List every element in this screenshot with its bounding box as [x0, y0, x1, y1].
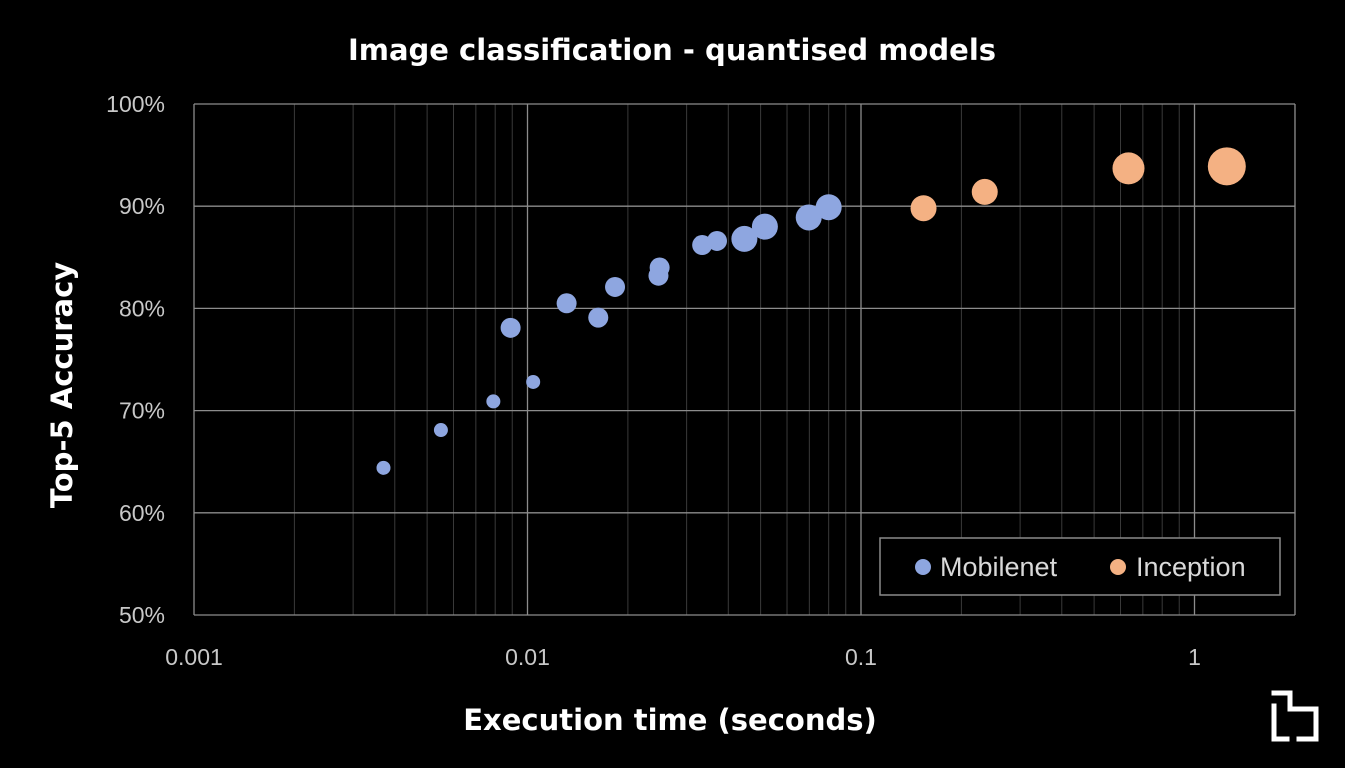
data-point-mobilenet	[526, 374, 541, 389]
data-point-mobilenet	[588, 307, 609, 328]
data-point-mobilenet	[486, 394, 501, 409]
legend-marker-inception	[1110, 559, 1126, 575]
x-tick-label: 0.001	[165, 644, 223, 670]
chart-title: Image classification - quantised models	[348, 33, 996, 67]
y-tick-label: 50%	[119, 602, 165, 628]
grid-lines	[193, 103, 1296, 616]
y-axis-ticks: 50% 60% 70% 80% 90% 100%	[106, 91, 165, 628]
legend-marker-mobilenet	[915, 559, 931, 575]
y-tick-label: 70%	[119, 398, 165, 424]
x-tick-label: 0.01	[505, 644, 550, 670]
data-point-mobilenet	[731, 225, 758, 252]
legend-label-inception: Inception	[1136, 552, 1246, 582]
x-axis-ticks: 0.001 0.01 0.1 1	[165, 644, 1201, 670]
y-tick-label: 100%	[106, 91, 165, 117]
legend-label-mobilenet: Mobilenet	[940, 552, 1058, 582]
data-point-inception	[1207, 147, 1246, 186]
x-tick-label: 1	[1188, 644, 1201, 670]
data-point-mobilenet	[795, 204, 822, 231]
data-point-mobilenet	[376, 460, 391, 475]
data-point-mobilenet	[433, 423, 448, 438]
data-point-mobilenet	[605, 276, 626, 297]
stacked-bracket-logo-icon	[1271, 690, 1319, 742]
y-tick-label: 60%	[119, 500, 165, 526]
y-tick-label: 90%	[119, 193, 165, 219]
data-point-mobilenet	[815, 194, 842, 221]
data-points	[376, 147, 1246, 475]
data-point-mobilenet	[706, 230, 727, 251]
data-point-mobilenet	[500, 317, 521, 338]
y-axis-title: Top-5 Accuracy	[45, 262, 79, 508]
data-point-inception	[910, 195, 937, 222]
chart-legend: Mobilenet Inception	[879, 537, 1281, 596]
data-point-inception	[1112, 152, 1145, 185]
data-point-mobilenet	[556, 293, 577, 314]
x-axis-title: Execution time (seconds)	[463, 703, 877, 737]
data-point-mobilenet	[751, 213, 778, 240]
data-point-mobilenet	[649, 257, 670, 278]
data-point-inception	[971, 178, 998, 205]
legend-box	[879, 537, 1281, 596]
y-tick-label: 80%	[119, 295, 165, 321]
x-tick-label: 0.1	[845, 644, 877, 670]
